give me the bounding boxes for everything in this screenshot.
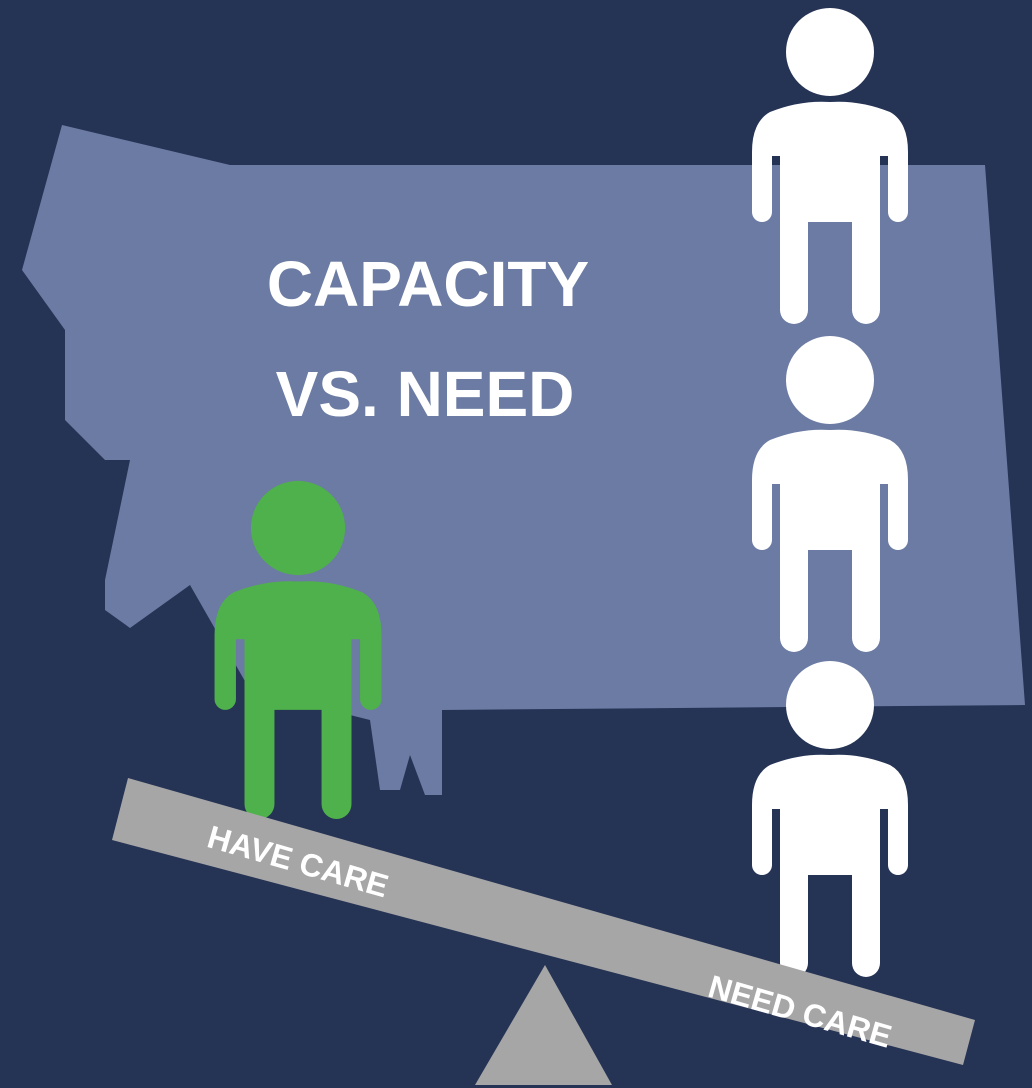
seesaw-fulcrum [475, 965, 612, 1085]
headline-line1: CAPACITY [267, 248, 589, 320]
headline-line2: VS. NEED [276, 358, 575, 430]
seesaw-beam [112, 778, 975, 1065]
